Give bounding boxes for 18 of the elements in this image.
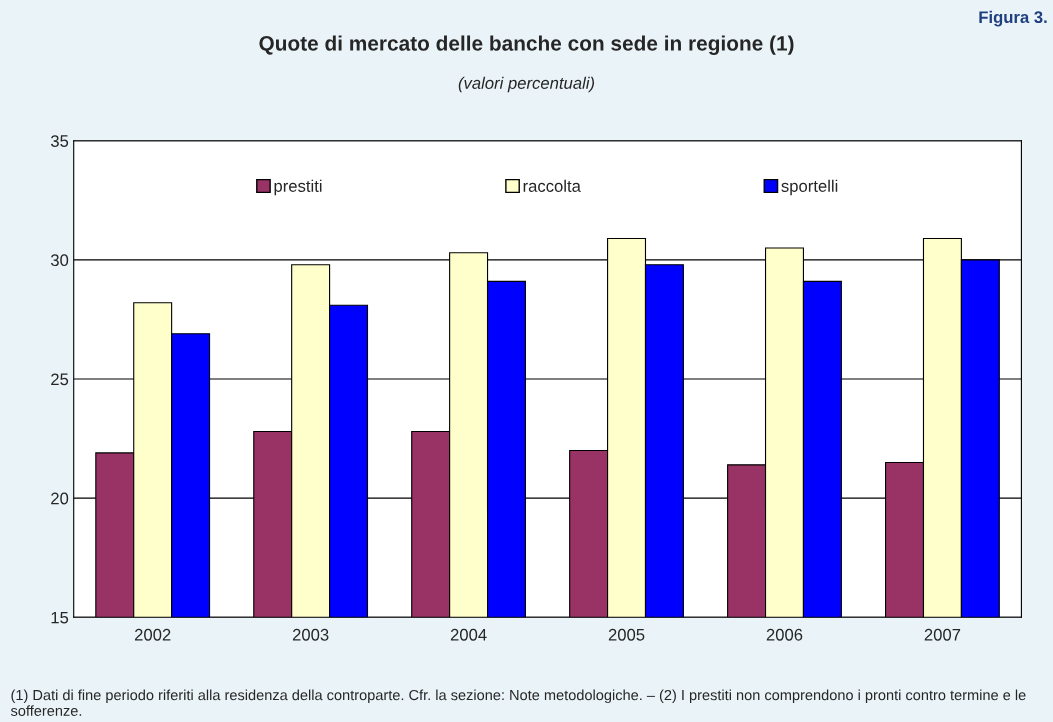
legend-label: raccolta [523,179,581,192]
y-tick-label: 35 [50,135,69,147]
y-tick-label: 15 [51,611,69,624]
y-tick-label: 25 [51,373,69,386]
x-tick-label: 2006 [766,628,803,641]
x-tick-label: 2007 [924,628,961,641]
y-tick-label: 20 [51,492,69,505]
chart-title: Quote di mercato delle banche con sede in regione (1) [259,35,794,55]
chart-subtitle: (valori percentuali) [458,76,595,93]
x-tick-label: 2004 [450,628,487,641]
legend-label: prestiti [274,179,322,196]
text: (1) Dati di fine periodo riferiti alla residenza della controparte. Cfr. la sezione: Note metodologiche. – (2) I prestiti non comprendono i pronti contro termine e le sofferenze. [10,689,1026,716]
y-tick-label: 30 [50,254,69,267]
x-tick-label: 2005 [608,628,645,641]
text: Figura 3. [979,10,1047,27]
x-tick-label: 2002 [134,628,171,641]
x-tick-label: 2003 [292,628,329,641]
legend-label: sportelli [781,179,838,196]
